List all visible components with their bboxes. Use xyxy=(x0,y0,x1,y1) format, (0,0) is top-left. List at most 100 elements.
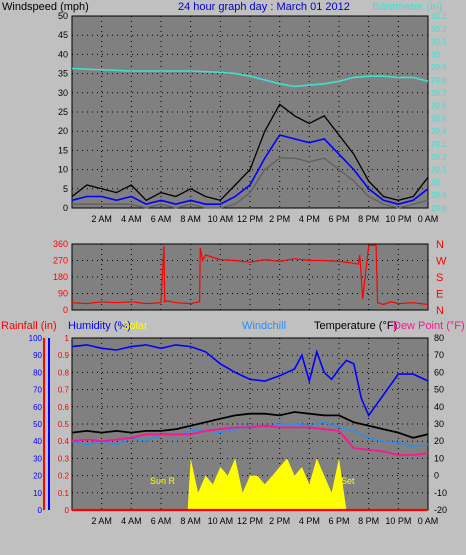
barometer-tick-label: 29.8 xyxy=(431,76,447,85)
temperature-tick-label: 30 xyxy=(434,419,444,429)
wind-direction-plot-area xyxy=(71,243,429,311)
time-tick-label: 10 AM xyxy=(208,516,234,526)
rainfall-tick-label: 0.8 xyxy=(58,368,70,377)
barometer-tick-label: 28.8 xyxy=(431,204,447,213)
humidity-tick-label: 30 xyxy=(33,454,42,463)
barometer-line xyxy=(71,67,429,88)
humidity-axis-label: Humidity (%) xyxy=(68,320,131,332)
barometer-tick-label: 30 xyxy=(431,50,440,59)
time-tick-label: 6 AM xyxy=(151,214,172,224)
time-tick-label: 2 AM xyxy=(91,214,112,224)
barometer-tick-label: 29.9 xyxy=(431,63,447,72)
rainfall-tick-label: 0.5 xyxy=(58,420,70,429)
temperature-axis-label: Temperature (°F) xyxy=(314,320,397,332)
windspeed-tick-label: 35 xyxy=(58,69,68,79)
time-tick-label: 8 AM xyxy=(180,516,201,526)
wind-direction-tick-label: 90 xyxy=(58,289,68,299)
time-tick-label: 4 PM xyxy=(299,214,320,224)
temperature-tick-label: 50 xyxy=(434,385,444,395)
barometer-tick-label: 29.1 xyxy=(431,166,447,175)
windspeed-tick-label: 30 xyxy=(58,88,68,98)
dew-point-axis-label: Dew Point (°F) xyxy=(393,320,465,332)
time-tick-label: 8 PM xyxy=(358,214,379,224)
windspeed-tick-label: 20 xyxy=(58,126,68,136)
barometer-tick-label: 30.3 xyxy=(431,12,447,21)
rainfall-tick-label: 0.9 xyxy=(58,351,70,360)
compass-label: W xyxy=(436,256,447,268)
dew-point-line xyxy=(71,424,429,456)
rainfall-tick-label: 0.2 xyxy=(58,472,70,481)
time-tick-label: 2 PM xyxy=(269,516,290,526)
rainfall-tick-label: 0.7 xyxy=(58,386,70,395)
rainfall-tick-label: 0 xyxy=(65,506,70,515)
barometer-tick-label: 29.2 xyxy=(431,153,447,162)
humidity-line xyxy=(71,344,429,418)
wind-direction-line xyxy=(71,244,429,306)
temperature-line xyxy=(71,411,429,439)
time-tick-label: 4 AM xyxy=(121,516,142,526)
wind-direction-tick-label: 0 xyxy=(63,305,68,315)
temperature-tick-label: 10 xyxy=(434,453,444,463)
windspeed-tick-label: 15 xyxy=(58,145,68,155)
chart-title: 24 hour graph day : March 01 2012 xyxy=(178,1,350,13)
time-tick-label: 2 PM xyxy=(269,214,290,224)
humidity-tick-label: 90 xyxy=(33,351,42,360)
rainfall-axis-label: Rainfall (in) xyxy=(1,320,57,332)
barometer-tick-label: 30.2 xyxy=(431,25,447,34)
time-tick-label: 6 PM xyxy=(328,516,349,526)
humidity-tick-label: 0 xyxy=(38,506,43,515)
time-tick-label: 12 PM xyxy=(237,516,263,526)
rainfall-tick-label: 0.6 xyxy=(58,403,70,412)
windspeed-tick-label: 0 xyxy=(63,203,68,213)
temperature-tick-label: 0 xyxy=(434,471,439,481)
barometer-axis-label: Barometer (in) xyxy=(372,1,442,13)
wind-lull-line xyxy=(72,157,429,209)
humidity-tick-label: 10 xyxy=(33,489,42,498)
compass-label: N xyxy=(436,239,444,251)
temperature-tick-label: 40 xyxy=(434,402,444,412)
temperature-tick-label: 20 xyxy=(434,436,444,446)
windspeed-tick-label: 5 xyxy=(63,184,68,194)
solar-legend-label: Solar xyxy=(122,320,148,332)
barometer-tick-label: 29 xyxy=(431,178,440,187)
rainfall-tick-label: 0.3 xyxy=(58,454,70,463)
humidity-tick-label: 60 xyxy=(33,403,42,412)
time-tick-label: 0 AM xyxy=(418,516,439,526)
wind-direction-tick-label: 360 xyxy=(53,239,68,249)
windspeed-tick-label: 50 xyxy=(58,11,68,21)
windspeed-tick-label: 25 xyxy=(58,107,68,117)
windchill-legend-label: Windchill xyxy=(242,320,286,332)
barometer-tick-label: 29.7 xyxy=(431,89,447,98)
windspeed-axis-label: Windspeed (mph) xyxy=(2,1,89,13)
humidity-tick-label: 20 xyxy=(33,472,42,481)
humidity-tick-label: 100 xyxy=(29,334,43,343)
barometer-tick-label: 29.5 xyxy=(431,114,447,123)
time-tick-label: 4 PM xyxy=(299,516,320,526)
time-tick-label: 12 PM xyxy=(237,214,263,224)
sunrise-annotation: Sun R xyxy=(150,476,176,486)
compass-label: E xyxy=(436,289,443,301)
windspeed-tick-label: 10 xyxy=(58,165,68,175)
sunset-annotation: Set xyxy=(341,476,355,486)
barometer-tick-label: 30.1 xyxy=(431,38,447,47)
time-tick-label: 6 PM xyxy=(328,214,349,224)
rainfall-tick-label: 0.4 xyxy=(58,437,70,446)
wind-gust-line xyxy=(71,103,429,202)
time-tick-label: 10 PM xyxy=(385,516,411,526)
barometer-tick-label: 29.3 xyxy=(431,140,447,149)
time-tick-label: 6 AM xyxy=(151,516,172,526)
barometer-tick-label: 29.6 xyxy=(431,102,447,111)
time-tick-label: 10 PM xyxy=(385,214,411,224)
rainfall-tick-label: 1 xyxy=(65,334,70,343)
time-tick-label: 0 AM xyxy=(418,214,439,224)
temperature-tick-label: 70 xyxy=(434,350,444,360)
humidity-tick-label: 70 xyxy=(33,386,42,395)
compass-label: N xyxy=(436,305,444,317)
humidity-tick-label: 50 xyxy=(33,420,42,429)
compass-label: S xyxy=(436,272,443,284)
time-tick-label: 8 AM xyxy=(180,214,201,224)
wind-direction-tick-label: 270 xyxy=(53,256,68,266)
time-tick-label: 10 AM xyxy=(208,214,234,224)
